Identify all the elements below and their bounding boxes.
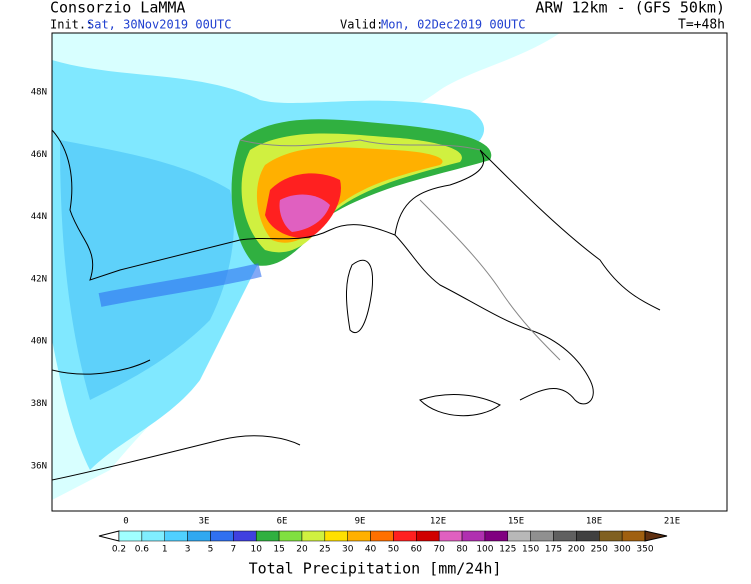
legend-level: 7	[230, 545, 236, 555]
lat-label: 48N	[31, 88, 47, 98]
precip-magenta	[279, 194, 330, 232]
legend-level: 100	[476, 545, 493, 555]
axis-labels: 48N 46N 44N 42N 40N 38N 36N 0 3E 6E 9E 12E 15E 18E 21E	[31, 88, 680, 527]
lat-label: 44N	[31, 212, 47, 222]
legend-swatch	[233, 530, 257, 542]
legend-swatch	[118, 530, 143, 542]
legend-swatch	[301, 530, 326, 542]
legend-swatch	[141, 530, 165, 542]
legend-swatch	[278, 530, 303, 542]
legend-level: 125	[499, 545, 516, 555]
lon-label: 12E	[430, 517, 446, 527]
lon-label: 15E	[508, 517, 524, 527]
init-value: Sat, 30Nov2019 00UTC	[87, 18, 232, 32]
legend-swatch	[255, 530, 280, 542]
legend-over	[644, 530, 668, 542]
legend-level: 3	[185, 545, 191, 555]
legend-level: 0.2	[112, 545, 126, 555]
legend-level: 300	[614, 545, 631, 555]
legend-swatch	[553, 530, 577, 542]
legend-swatch	[164, 530, 188, 542]
legend-level: 5	[208, 545, 214, 555]
legend-level: 150	[522, 545, 539, 555]
legend-level: 15	[273, 545, 284, 555]
coastlines	[52, 129, 661, 481]
legend-level: 0.6	[135, 545, 150, 555]
legend-level: 20	[296, 545, 308, 555]
legend-swatch	[393, 530, 417, 542]
legend-level: 10	[250, 545, 262, 555]
borders	[239, 139, 561, 361]
lat-label: 36N	[31, 461, 47, 471]
lat-label: 40N	[31, 337, 47, 347]
legend-swatch	[210, 530, 234, 542]
legend-swatch	[416, 530, 440, 542]
lat-label: 42N	[31, 274, 47, 284]
legend-level: 250	[591, 545, 608, 555]
lead-time: T=+48h	[678, 18, 725, 33]
legend-level: 25	[319, 545, 330, 555]
map-area	[51, 32, 728, 512]
legend-swatch	[599, 530, 623, 542]
legend-swatch	[621, 530, 646, 542]
legend-level: 80	[456, 545, 468, 555]
model-title: ARW 12km - (GFS 50km)	[535, 0, 725, 17]
lon-label: 18E	[586, 517, 602, 527]
legend-level: 200	[568, 545, 585, 555]
legend-level: 30	[342, 545, 354, 555]
legend-swatch	[461, 530, 486, 542]
legend-level: 40	[365, 545, 377, 555]
valid-label: Valid:	[340, 18, 383, 32]
legend-level: 50	[388, 545, 400, 555]
legend-swatch	[576, 530, 600, 542]
legend-swatch	[370, 530, 394, 542]
legend-swatch	[438, 530, 463, 542]
legend-title: Total Precipitation [mm/24h]	[249, 560, 502, 578]
lon-label: 0	[123, 517, 128, 527]
legend-swatch	[324, 530, 348, 542]
init-label: Init.:	[50, 18, 93, 32]
lon-label: 6E	[277, 517, 288, 527]
lat-label: 38N	[31, 399, 47, 409]
legend-level: 175	[545, 545, 562, 555]
provider-title: Consorzio LaMMA	[50, 0, 185, 17]
color-legend: 0.2 0.6 1 3 5 7 10 15 20 25 30 40 50 60 70 80 100 125 150 1…	[98, 530, 668, 555]
lon-label: 21E	[664, 517, 680, 527]
legend-swatch	[347, 530, 371, 542]
legend-swatch	[484, 530, 509, 542]
lon-label: 3E	[199, 517, 210, 527]
legend-level: 60	[411, 545, 423, 555]
legend-under	[98, 530, 120, 542]
legend-level: 1	[162, 545, 168, 555]
legend-level: 70	[433, 545, 445, 555]
lon-label: 9E	[355, 517, 366, 527]
precip-blue	[98, 263, 262, 307]
legend-level: 350	[636, 545, 653, 555]
precip-band	[60, 140, 234, 400]
map-frame	[51, 32, 728, 512]
lat-label: 46N	[31, 150, 47, 160]
valid-value: Mon, 02Dec2019 00UTC	[381, 18, 526, 32]
legend-swatch	[507, 530, 531, 542]
legend-swatch	[187, 530, 211, 542]
legend-swatch	[530, 530, 554, 542]
